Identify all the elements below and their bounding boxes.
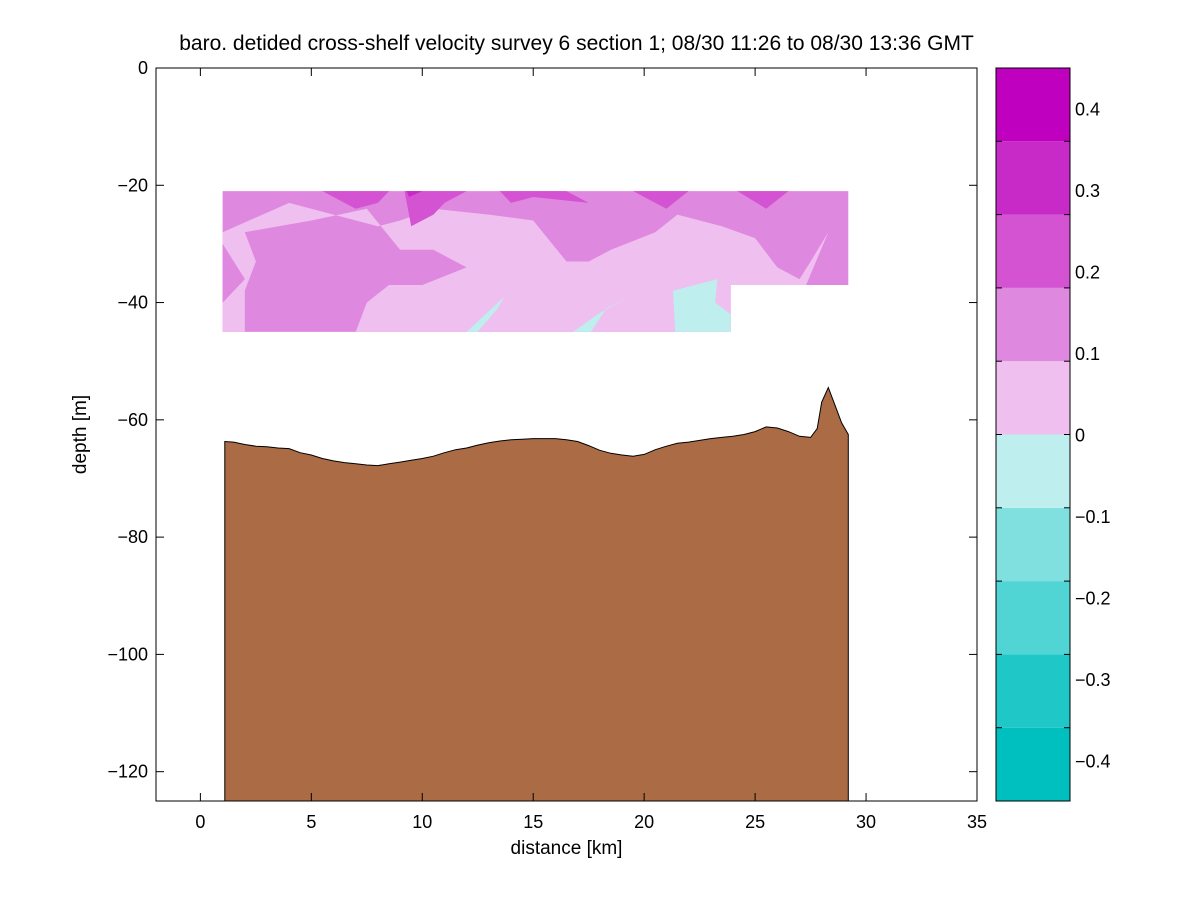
colorbar-band: [996, 141, 1070, 215]
y-tick-label: −60: [117, 410, 148, 430]
colorbar-band: [996, 361, 1070, 435]
velocity-region: [406, 191, 423, 197]
colorbar-band: [996, 507, 1070, 582]
colorbar-tick-label: 0.4: [1075, 100, 1100, 120]
colorbar-ticks: −0.4 −0.3 −0.2 −0.1 0 0.1 0.2 0.3 0.4: [996, 67, 1111, 802]
plot-frame: [155, 67, 978, 802]
colorbar-tick-label: −0.1: [1075, 507, 1111, 527]
velocity-region: [673, 279, 731, 332]
y-tick-label: −80: [117, 527, 148, 547]
colorbar: −0.4 −0.3 −0.2 −0.1 0 0.1 0.2 0.3 0.4: [995, 67, 1111, 802]
y-tick-label: −40: [117, 293, 148, 313]
x-tick-label: 5: [306, 812, 316, 832]
x-tick-label: 35: [967, 812, 987, 832]
x-tick-label: 25: [745, 812, 765, 832]
y-axis-ticks: 0 −20 −40 −60 −80 −100 −120: [107, 58, 977, 782]
velocity-region: [499, 191, 589, 203]
colorbar-band: [996, 654, 1070, 728]
x-tick-label: 0: [195, 812, 205, 832]
colorbar-tick-label: −0.4: [1075, 751, 1111, 771]
colorbar-tick-label: 0.1: [1075, 344, 1100, 364]
velocity-region: [737, 191, 789, 209]
chart-title: baro. detided cross-shelf velocity surve…: [179, 32, 974, 55]
x-tick-label: 20: [634, 812, 654, 832]
colorbar-tick-label: 0.3: [1075, 181, 1100, 201]
colorbar-band: [996, 581, 1070, 655]
colorbar-band: [996, 287, 1070, 362]
y-tick-label: 0: [138, 58, 148, 78]
velocity-region: [633, 191, 689, 209]
plot-area: 0 5 10 15 20 25 30 35 0 −20 −40 −60 −80 −100 −120: [107, 58, 987, 832]
bathymetry-layer: [224, 386, 849, 801]
x-axis-ticks: 0 5 10 15 20 25 30 35: [195, 68, 987, 832]
seafloor-area: [224, 386, 849, 801]
colorbar-tick-label: −0.2: [1075, 588, 1111, 608]
colorbar-tick-label: 0: [1075, 426, 1085, 446]
velocity-region: [404, 191, 467, 227]
velocity-region: [222, 232, 245, 303]
velocity-region: [322, 191, 389, 209]
colorbar-band: [996, 727, 1070, 801]
colorbar-band: [996, 434, 1070, 508]
x-tick-label: 30: [856, 812, 876, 832]
velocity-region: [573, 296, 629, 332]
y-tick-label: −100: [107, 644, 148, 664]
velocity-contour-layer: [222, 191, 849, 332]
x-axis-label: distance [km]: [511, 838, 623, 859]
y-tick-label: −120: [107, 762, 148, 782]
colorbar-band: [996, 68, 1070, 142]
y-tick-label: −20: [117, 175, 148, 195]
colorbar-tick-label: −0.3: [1075, 670, 1111, 690]
y-axis-label: depth [m]: [70, 395, 91, 474]
colorbar-band: [996, 214, 1070, 288]
colorbar-tick-label: 0.2: [1075, 263, 1100, 283]
x-tick-label: 10: [412, 812, 432, 832]
x-tick-label: 15: [523, 812, 543, 832]
colorbar-bands: [996, 68, 1070, 801]
